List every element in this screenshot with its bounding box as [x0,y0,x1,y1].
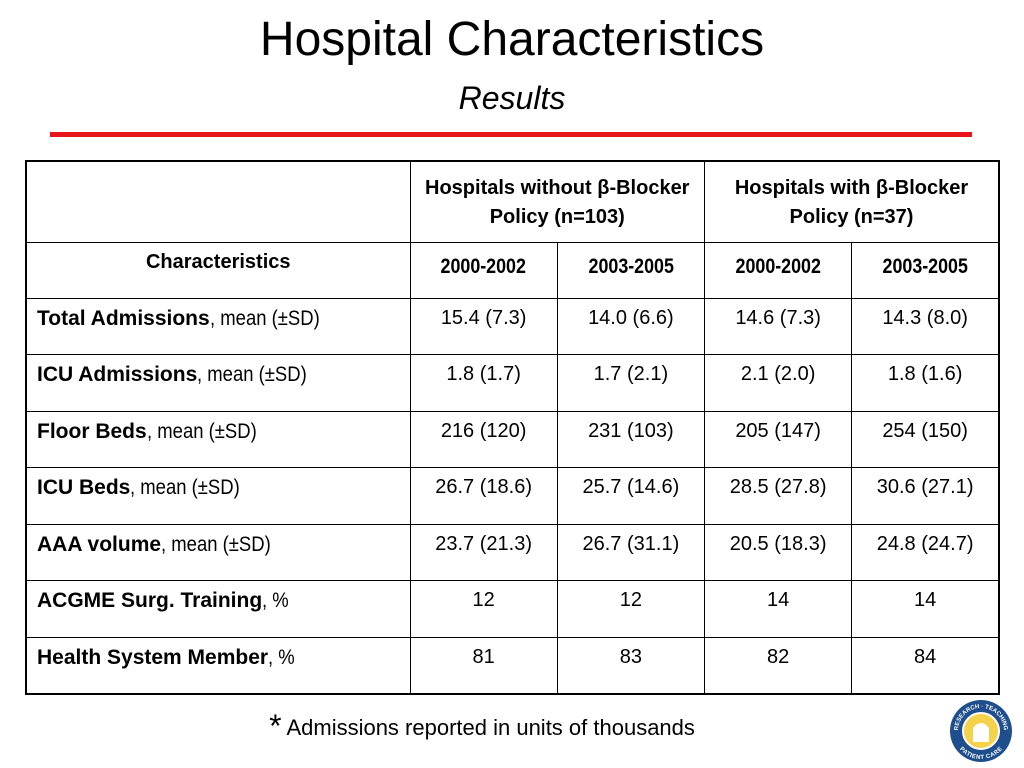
row-label-cell: AAA volume, mean (±SD) [25,523,411,581]
cell: 14 [703,580,853,638]
cell: 14.0 (6.6) [556,297,706,355]
group-header: Hospitals with β-Blocker Policy (n=37) [704,160,1000,243]
cell: 216 (120) [409,410,558,468]
cell: 23.7 (21.3) [409,523,558,581]
cell: 83 [556,636,706,694]
logo: RESEARCH · TEACHING PATIENT CARE [950,700,1012,762]
cell: 20.5 (18.3) [703,523,853,581]
period-cell: 2003-2005 [556,241,706,299]
row-header: Characteristics [25,241,411,299]
row-label-cell: Floor Beds, mean (±SD) [25,410,411,468]
logo-building [973,723,989,742]
row-label-cell: Health System Member, % [25,636,411,694]
cell: 205 (147) [703,410,853,468]
row-unit: , mean (±SD) [197,363,308,386]
row-unit: , % [262,589,289,612]
cell: 1.8 (1.7) [409,354,558,412]
cell: 254 (150) [851,410,1000,468]
row-label: ICU Beds [37,476,131,499]
cell: 84 [851,636,1000,694]
row-unit: , % [268,645,295,669]
row-unit: , mean (±SD) [130,476,241,499]
row-label-cell: ICU Beds, mean (±SD) [25,467,411,525]
period-cell: 2003-2005 [851,241,1000,299]
row-label: Health System Member [37,645,269,669]
row-label-cell: Total Admissions, mean (±SD) [25,297,411,355]
data-row: Floor Beds, mean (±SD) 216 (120) 231 (103)… [25,410,1000,468]
row-unit: , mean (±SD) [146,419,257,443]
data-row: ICU Admissions, mean (±SD) 1.8 (1.7) 1.7 (… [25,354,1000,412]
cell: 30.6 (27.1) [851,467,1000,525]
corner-cell [25,160,411,243]
header-row: Hospitals without β-Blocker Policy (n=10… [25,160,1000,243]
cell: 14.3 (8.0) [851,297,1000,355]
cell: 82 [703,636,853,694]
cell: 1.8 (1.6) [851,354,1000,412]
cell: 1.7 (2.1) [556,354,706,412]
footnote: * Admissions reported in units of thousa… [0,708,964,745]
table: Hospitals without β-Blocker Policy (n=10… [25,160,1000,695]
period-header: 2000-2002 [735,254,821,278]
cell: 14 [851,580,1000,638]
row-label-cell: ACGME Surg. Training, % [25,580,411,638]
cell: 26.7 (31.1) [556,523,706,581]
title: Hospital Characteristics [259,13,765,66]
row-unit: , mean (±SD) [209,306,320,330]
period-cell: 2000-2002 [703,241,853,299]
cell: 12 [556,580,706,638]
data-row: Total Admissions, mean (±SD) 15.4 (7.3) 14… [25,297,1000,355]
cell: 81 [409,636,558,694]
cell: 25.7 (14.6) [556,467,706,525]
data-row: ICU Beds, mean (±SD) 26.7 (18.6) 25.7 (14.… [25,467,1000,525]
row-label-cell: ICU Admissions, mean (±SD) [25,354,411,412]
footnote-marker: * [269,708,282,744]
row-label: Floor Beds [37,419,147,443]
cell: 15.4 (7.3) [409,297,558,355]
row-label: Total Admissions [37,306,210,330]
period-header: 2000-2002 [440,254,527,278]
subtitle: Results [458,80,566,116]
data-row: ACGME Surg. Training, % 12 12 14 14 [25,580,1000,638]
cell: 26.7 (18.6) [409,467,558,525]
cell: 2.1 (2.0) [703,354,853,412]
row-label: ACGME Surg. Training [37,589,263,612]
cell: 28.5 (27.8) [703,467,853,525]
data-row: Health System Member, % 81 83 82 84 [25,636,1000,694]
row-label: ICU Admissions [37,363,198,386]
row-unit: , mean (±SD) [161,532,271,556]
cell: 24.8 (24.7) [851,523,1000,581]
cell: 12 [409,580,558,638]
data-row: AAA volume, mean (±SD) 23.7 (21.3) 26.7 (3… [25,523,1000,581]
group-header: Hospitals without β-Blocker Policy (n=10… [409,160,705,243]
cell: 14.6 (7.3) [703,297,853,355]
cell: 231 (103) [556,410,706,468]
period-cell: 2000-2002 [409,241,558,299]
divider [50,132,972,137]
header-row: Characteristics 2000-2002 2003-2005 2000-20… [25,241,1000,299]
period-header: 2003-2005 [588,254,674,278]
period-header: 2003-2005 [882,254,968,278]
footnote-text: Admissions reported in units of thousand… [286,715,695,740]
row-label: AAA volume [37,532,162,556]
